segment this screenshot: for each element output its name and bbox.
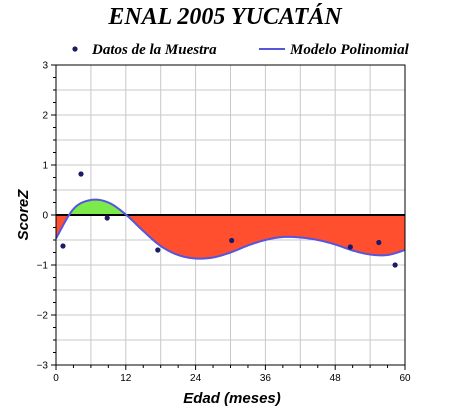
data-points (60, 171, 398, 268)
fill-above-zero (56, 199, 405, 215)
x-tick-label: 24 (190, 373, 202, 384)
y-tick-label: 1 (42, 161, 48, 172)
x-tick-label: 0 (53, 373, 59, 384)
data-point (104, 215, 110, 221)
y-tick-label: 2 (42, 111, 48, 122)
y-tick-label: −2 (37, 311, 49, 322)
x-tick-label: 48 (330, 373, 342, 384)
legend-label-modelo: Modelo Polinomial (289, 42, 410, 58)
y-tick-label: −1 (37, 261, 49, 272)
y-axis-label: ScoreZ (15, 189, 32, 241)
model-line (55, 198, 406, 260)
fill-below-zero (56, 215, 405, 259)
data-point (155, 247, 161, 253)
data-point (392, 262, 398, 268)
y-tick-label: 3 (42, 61, 48, 72)
data-point (347, 244, 353, 250)
x-tick-label: 36 (260, 373, 272, 384)
x-tick-label: 12 (120, 373, 132, 384)
data-point (229, 237, 235, 244)
y-tick-label: −3 (37, 361, 49, 372)
data-point (60, 243, 66, 249)
data-point (376, 239, 382, 246)
chart-title: ENAL 2005 YUCATÁN (107, 4, 343, 30)
data-point (78, 171, 84, 177)
legend: Datos de la Muestra Modelo Polinomial (72, 42, 410, 58)
legend-marker-datos (72, 46, 78, 52)
x-axis-label: Edad (meses) (183, 390, 281, 407)
x-tick-label: 60 (399, 373, 411, 384)
legend-label-datos: Datos de la Muestra (91, 42, 217, 58)
y-tick-label: 0 (42, 211, 48, 222)
